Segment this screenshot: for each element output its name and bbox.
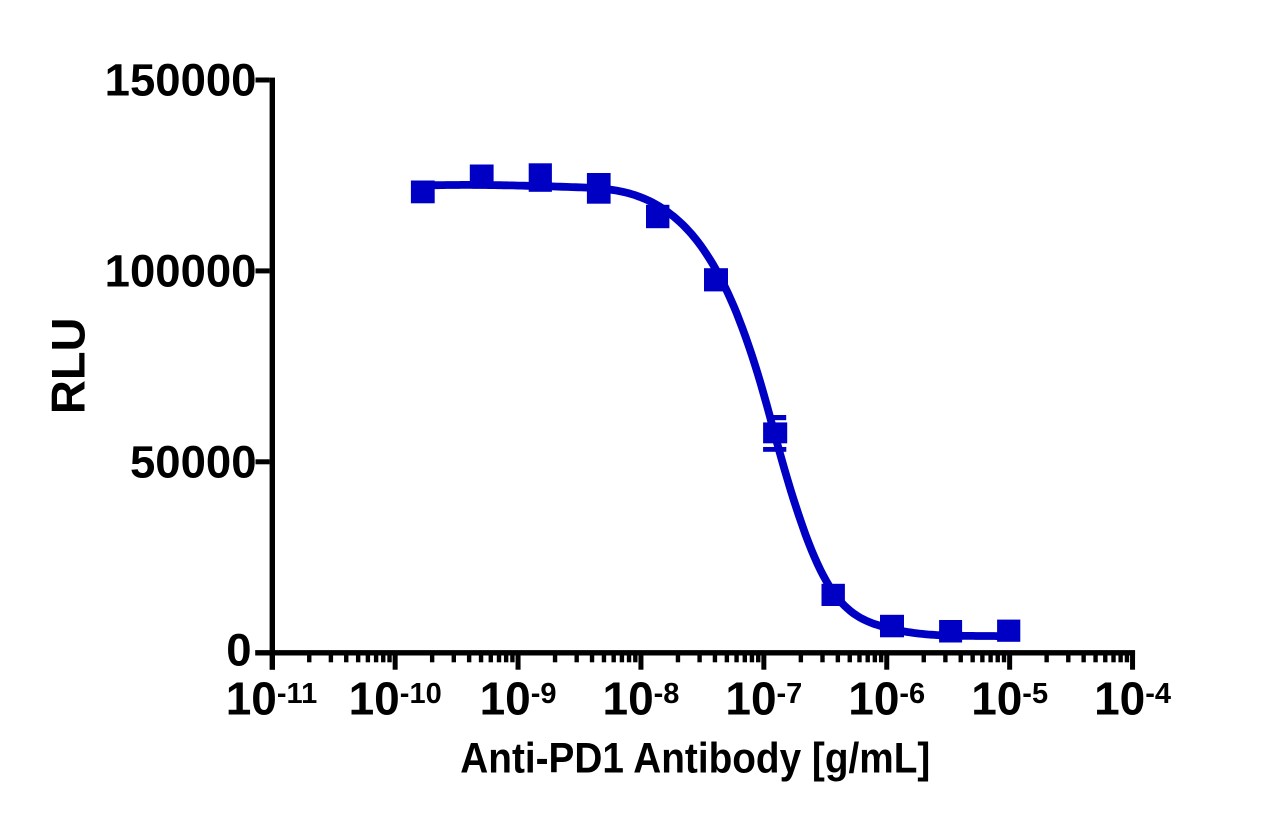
svg-text:50000: 50000 [130, 436, 257, 487]
svg-text:-10: -10 [400, 678, 442, 710]
svg-text:10: 10 [349, 672, 400, 724]
svg-text:-5: -5 [1022, 678, 1048, 710]
svg-text:10: 10 [226, 672, 277, 724]
svg-text:-4: -4 [1145, 678, 1171, 710]
svg-text:100000: 100000 [105, 246, 257, 297]
svg-text:-8: -8 [654, 678, 680, 710]
svg-text:-11: -11 [277, 678, 317, 710]
svg-text:-7: -7 [777, 678, 803, 710]
svg-text:150000: 150000 [105, 55, 257, 106]
svg-text:0: 0 [226, 625, 251, 676]
svg-text:10: 10 [848, 672, 899, 724]
svg-text:-9: -9 [531, 678, 557, 710]
svg-text:10: 10 [725, 672, 776, 724]
svg-text:Anti-PD1 Antibody [g/mL]: Anti-PD1 Antibody [g/mL] [460, 736, 930, 783]
svg-text:10: 10 [971, 672, 1022, 724]
svg-text:10: 10 [603, 672, 654, 724]
svg-text:RLU: RLU [42, 318, 95, 415]
svg-text:10: 10 [480, 672, 531, 724]
svg-text:-6: -6 [899, 678, 925, 710]
svg-text:10: 10 [1094, 672, 1145, 724]
